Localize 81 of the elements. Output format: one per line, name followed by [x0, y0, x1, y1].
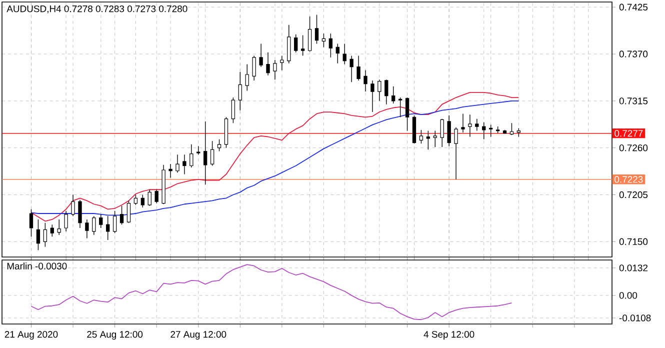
- x-tick-label: 27 Aug 12:00: [170, 331, 226, 340]
- candlestick: [392, 86, 396, 104]
- candlestick: [454, 127, 458, 180]
- candlestick: [350, 55, 354, 83]
- candlestick: [300, 34, 305, 56]
- candlestick: [364, 70, 368, 92]
- y-tick-label: 0.0132: [619, 264, 648, 272]
- candlestick: [482, 122, 486, 140]
- candlestick: [182, 154, 186, 175]
- candlestick: [126, 200, 131, 224]
- candlestick: [273, 60, 277, 80]
- candlestick: [92, 216, 96, 236]
- candlestick: [210, 140, 214, 166]
- candlestick: [252, 55, 256, 81]
- candlestick: [314, 14, 319, 44]
- candlestick: [489, 124, 493, 138]
- candlestick: [419, 130, 424, 144]
- candlestick: [168, 164, 172, 178]
- candlestick: [356, 55, 360, 81]
- y-tick-label: 0.7205: [619, 191, 648, 198]
- candlestick: [43, 222, 48, 248]
- candlestick: [217, 138, 222, 152]
- candlestick: [266, 52, 270, 76]
- y-tick-label: 0.7150: [619, 238, 648, 245]
- candlestick: [468, 114, 472, 138]
- candlestick: [461, 113, 465, 133]
- candlestick: [322, 33, 326, 48]
- candlestick: [245, 64, 249, 92]
- x-tick-label: 25 Aug 12:00: [87, 331, 143, 340]
- candlestick: [433, 130, 437, 148]
- y-tick-label: 0.00: [619, 292, 638, 299]
- candlestick: [154, 189, 158, 204]
- y-tick-label: 0.7260: [619, 144, 648, 152]
- candlestick: [64, 210, 68, 232]
- x-tick-label: 21 Aug 2020: [4, 331, 58, 340]
- chart-title: AUDUSD,H4 0.7278 0.7283 0.7273 0.7280: [6, 5, 188, 14]
- candlestick: [36, 219, 40, 251]
- candlestick: [336, 43, 340, 64]
- candlestick: [140, 194, 144, 208]
- candlestick: [71, 194, 75, 216]
- candlestick: [510, 122, 514, 136]
- y-tick-label: 0.7315: [619, 98, 648, 104]
- candlestick: [231, 97, 236, 124]
- candlestick: [29, 208, 34, 237]
- y-tick-label: -0.0108: [619, 314, 651, 322]
- candlestick: [475, 118, 479, 132]
- candlestick: [440, 118, 444, 148]
- candlestick: [384, 79, 388, 105]
- candlestick: [259, 43, 263, 68]
- candlestick: [447, 115, 451, 146]
- candlestick: [112, 210, 117, 234]
- candlestick: [378, 79, 382, 102]
- x-tick-label: 4 Sep 12:00: [424, 331, 474, 340]
- y-tick-label: 0.7370: [619, 50, 648, 58]
- candlestick: [99, 214, 103, 228]
- candlestick: [342, 43, 346, 65]
- candlestick: [176, 154, 180, 173]
- candlestick: [57, 219, 61, 236]
- candlestick: [398, 97, 402, 118]
- candlestick: [405, 97, 410, 132]
- candlestick: [190, 144, 194, 168]
- candlestick: [148, 189, 152, 206]
- candlestick: [78, 200, 82, 228]
- candlestick: [134, 194, 138, 206]
- candlestick: [85, 219, 89, 239]
- candlestick: [328, 33, 333, 58]
- candlestick: [294, 34, 298, 53]
- candlestick: [370, 80, 374, 112]
- candlestick: [287, 24, 291, 64]
- chart-title: Marlin -0.0030: [7, 262, 67, 270]
- candlestick: [204, 121, 208, 185]
- candlestick: [280, 55, 284, 71]
- ref-line-label: 0.7277: [614, 130, 643, 137]
- ref-line-label: 0.7223: [614, 176, 643, 183]
- candlestick: [120, 205, 124, 225]
- candlestick: [308, 16, 312, 52]
- candlestick: [238, 72, 242, 111]
- candlestick: [50, 224, 54, 237]
- y-tick-label: 0.7425: [619, 4, 648, 10]
- candlestick: [106, 216, 110, 240]
- candlestick: [426, 130, 430, 150]
